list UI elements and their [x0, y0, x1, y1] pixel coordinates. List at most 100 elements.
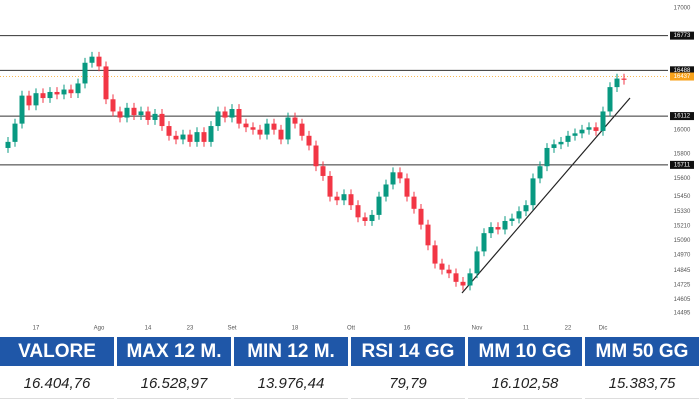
candle-body	[257, 129, 263, 135]
candle-body	[124, 107, 130, 118]
y-tick-label: 16000	[674, 127, 691, 133]
candle-body	[460, 281, 466, 286]
candle-body	[334, 196, 340, 201]
candle-body	[621, 78, 627, 80]
table-value: 16.528,97	[117, 368, 231, 399]
table-value: 16.404,76	[0, 368, 114, 399]
candle-body	[222, 111, 228, 118]
y-tick-label: 14725	[674, 282, 691, 288]
table-value: 13.976,44	[234, 368, 348, 399]
candle-body	[369, 214, 375, 221]
level-label: 16773	[674, 33, 691, 39]
y-tick-label: 15450	[674, 194, 691, 200]
candle-body	[194, 132, 200, 142]
candle-body	[495, 227, 501, 230]
candle-body	[593, 127, 599, 131]
candle-body	[250, 127, 256, 130]
chart-background	[0, 0, 700, 335]
candle-body	[425, 224, 431, 246]
x-tick-label: 18	[292, 326, 299, 332]
candle-body	[75, 83, 81, 94]
candle-body	[600, 111, 606, 131]
y-tick-label: 15600	[674, 176, 691, 182]
table-header: MAX 12 M.	[117, 337, 231, 366]
candle-body	[89, 56, 95, 63]
candle-body	[390, 172, 396, 185]
candle-body	[453, 273, 459, 282]
candle-body	[355, 205, 361, 218]
x-tick-label: Nov	[472, 326, 483, 332]
candle-body	[523, 205, 529, 212]
candle-body	[474, 251, 480, 274]
y-tick-label: 17000	[674, 6, 691, 12]
candle-body	[544, 147, 550, 167]
candle-body	[19, 95, 25, 124]
table-header: MM 50 GG	[585, 337, 699, 366]
candle-body	[502, 220, 508, 230]
candle-body	[488, 227, 494, 234]
candle-body	[467, 273, 473, 286]
table-value: 15.383,75	[585, 368, 699, 399]
last-price-label: 16437	[674, 74, 691, 80]
stats-table: VALORE MAX 12 M. MIN 12 M. RSI 14 GG MM 10 G…	[0, 337, 700, 399]
level-label: 16488	[674, 68, 691, 74]
x-tick-label: 17	[33, 326, 40, 332]
x-tick-label: Dic	[599, 326, 608, 332]
candle-body	[117, 111, 123, 118]
candle-body	[432, 245, 438, 264]
level-tag	[670, 112, 694, 121]
candle-body	[173, 135, 179, 140]
x-tick-label: Ott	[347, 326, 355, 332]
candle-body	[376, 196, 382, 215]
candle-body	[47, 91, 53, 99]
candle-body	[306, 135, 312, 146]
candle-body	[607, 87, 613, 112]
x-tick-label: 14	[145, 326, 152, 332]
candle-body	[439, 263, 445, 270]
candle-body	[54, 91, 60, 95]
candle-body	[33, 93, 39, 106]
candle-body	[264, 123, 270, 135]
candle-body	[418, 208, 424, 225]
candle-body	[145, 111, 151, 120]
x-tick-label: 22	[565, 326, 572, 332]
candle-body	[68, 89, 74, 94]
candle-body	[411, 196, 417, 209]
candle-body	[82, 62, 88, 84]
x-tick-label: Set	[227, 326, 236, 332]
candle-body	[299, 123, 305, 136]
candle-body	[61, 89, 67, 95]
y-tick-label: 15090	[674, 238, 691, 244]
candle-body	[313, 145, 319, 167]
x-tick-label: 16	[404, 326, 411, 332]
candle-body	[558, 141, 564, 145]
table-header: MIN 12 M.	[234, 337, 348, 366]
level-tag	[670, 31, 694, 40]
candle-body	[236, 109, 242, 124]
candle-body	[201, 132, 207, 142]
candle-body	[362, 217, 368, 221]
candle-body	[446, 269, 452, 274]
y-tick-label: 15800	[674, 152, 691, 158]
x-tick-label: Ago	[94, 326, 105, 332]
candle-body	[5, 141, 11, 148]
candle-body	[103, 66, 109, 100]
candle-body	[348, 194, 354, 206]
candle-body	[166, 126, 172, 136]
candle-body	[292, 117, 298, 124]
candle-body	[481, 233, 487, 252]
y-tick-label: 15330	[674, 209, 691, 215]
candle-body	[215, 111, 221, 127]
candle-body	[530, 178, 536, 206]
candle-body	[40, 93, 46, 99]
y-tick-label: 15210	[674, 223, 691, 229]
candle-body	[243, 123, 249, 128]
candle-body	[320, 166, 326, 176]
candle-body	[110, 99, 116, 112]
candle-body	[12, 123, 18, 142]
y-tick-label: 14495	[674, 310, 691, 316]
candle-body	[96, 56, 102, 67]
candle-body	[285, 117, 291, 140]
candle-body	[565, 135, 571, 142]
